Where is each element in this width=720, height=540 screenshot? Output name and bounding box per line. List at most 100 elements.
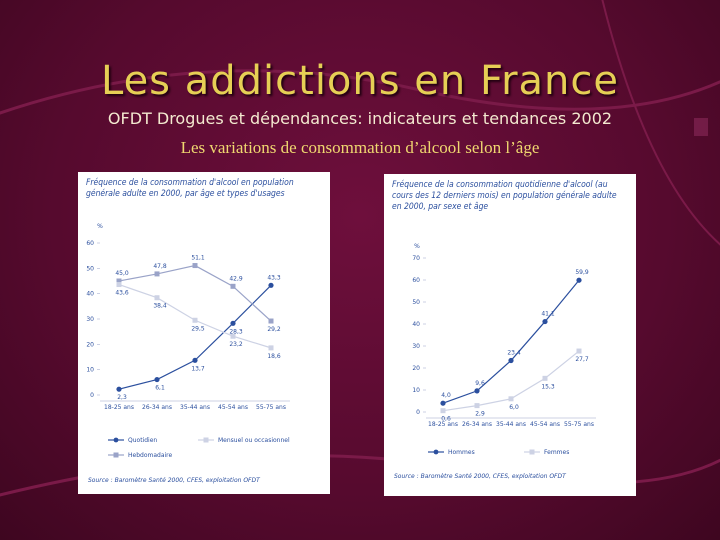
x-tick-label: 18-25 ans — [104, 404, 134, 411]
y-tick-label: 60 — [86, 240, 94, 247]
data-point — [230, 320, 236, 326]
source-note: Source : Baromètre Santé 2000, CFES, exp… — [88, 477, 261, 484]
legend-label: Hebdomadaire — [128, 452, 173, 459]
legend-marker — [433, 449, 439, 455]
data-point — [154, 295, 160, 301]
x-tick-label: 35-44 ans — [496, 421, 526, 428]
y-tick-label: 0 — [90, 392, 94, 399]
chart: % 0 10 20 30 40 50 60 18-25 ans 26-34 ans 35-44 an… — [86, 223, 290, 484]
data-point — [116, 282, 122, 288]
value-label: 0,6 — [441, 416, 451, 423]
value-label: 43,3 — [267, 274, 281, 281]
data-point — [230, 333, 236, 339]
y-axis-label: % — [414, 243, 420, 250]
value-label: 29,5 — [191, 325, 205, 332]
data-point — [440, 408, 446, 414]
value-label: 4,0 — [441, 392, 451, 399]
x-tick-label: 35-44 ans — [180, 404, 210, 411]
data-point — [576, 277, 582, 283]
value-label: 23,2 — [229, 341, 243, 348]
x-tick-label: 18-25 ans — [428, 421, 458, 428]
y-tick-label: 20 — [412, 365, 420, 372]
y-tick-label: 60 — [412, 277, 420, 284]
x-tick-label: 45-54 ans — [218, 404, 248, 411]
data-point — [192, 317, 198, 323]
legend-label: Quotidien — [128, 437, 157, 444]
value-label: 51,1 — [191, 255, 205, 262]
data-point — [154, 376, 160, 383]
y-tick-label: 70 — [412, 255, 420, 262]
value-label: 9,6 — [475, 380, 485, 387]
y-tick-label: 10 — [412, 387, 420, 394]
y-tick-label: 30 — [86, 316, 94, 323]
slide-heading: Les variations de consommation d’alcool … — [180, 138, 540, 157]
value-label: 38,4 — [153, 303, 167, 310]
x-tick-label: 26-34 ans — [142, 404, 172, 411]
y-tick-label: 10 — [86, 367, 94, 374]
data-point — [116, 278, 122, 284]
data-point — [576, 348, 582, 354]
y-tick-label: 40 — [86, 291, 94, 298]
value-label: 2,9 — [475, 411, 485, 418]
x-tick-label: 45-54 ans — [530, 421, 560, 428]
slide-title: Les addictions en France — [100, 58, 619, 104]
value-label: 27,7 — [575, 356, 589, 363]
y-axis-label: % — [97, 223, 103, 230]
value-label: 42,9 — [229, 275, 243, 282]
y-tick-label: 20 — [86, 341, 94, 348]
x-tick-label: 55-75 ans — [564, 421, 594, 428]
value-label: 13,7 — [191, 365, 205, 372]
data-point — [474, 388, 480, 394]
value-label: 6,1 — [155, 385, 165, 392]
value-label: 43,6 — [115, 290, 129, 297]
series-line — [442, 279, 580, 404]
value-label: 28,3 — [229, 328, 243, 335]
chart-panel: Fréquence de la consommation quotidienne… — [384, 174, 636, 496]
x-tick-label: 26-34 ans — [462, 421, 492, 428]
legend-marker — [113, 452, 119, 458]
data-point — [192, 263, 198, 269]
y-tick-label: 0 — [416, 409, 420, 416]
value-label: 59,9 — [575, 269, 589, 276]
data-point — [508, 396, 514, 402]
chart-title: Fréquence de la consommation quotidienne… — [392, 180, 617, 212]
y-tick-label: 30 — [412, 343, 420, 350]
series-line — [118, 264, 272, 322]
chart-title: Fréquence de la consommation d'alcool en… — [86, 178, 294, 199]
series-line — [118, 283, 272, 349]
x-tick-label: 55-75 ans — [256, 404, 286, 411]
slide-subtitle: OFDT Drogues et dépendances: indicateurs… — [107, 109, 613, 128]
value-label: 47,8 — [153, 263, 167, 270]
data-point — [542, 318, 548, 325]
y-tick-label: 50 — [412, 299, 420, 306]
data-point — [230, 283, 236, 289]
value-label: 45,0 — [115, 270, 129, 277]
legend-label: Femmes — [544, 449, 569, 456]
legend-marker — [529, 449, 535, 455]
data-point — [268, 318, 274, 324]
data-point — [440, 400, 446, 406]
data-point — [192, 357, 198, 363]
data-point — [268, 282, 274, 288]
data-point — [474, 403, 480, 409]
value-label: 6,0 — [509, 404, 519, 411]
value-label: 23,4 — [507, 350, 521, 357]
value-label: 41,1 — [541, 311, 555, 318]
source-note: Source : Baromètre Santé 2000, CFES, exp… — [394, 473, 567, 480]
value-label: 29,2 — [267, 326, 281, 333]
legend-label: Hommes — [448, 449, 475, 456]
legend-label: Mensuel ou occasionnel — [218, 437, 290, 444]
legend-marker — [113, 437, 119, 443]
chart-panel: Fréquence de la consommation d'alcool en… — [78, 172, 330, 494]
chart: % 0 10 20 30 40 50 60 70 18-25 ans 26-34 ans 35-44 … — [394, 243, 596, 480]
value-label: 15,3 — [541, 383, 555, 390]
value-label: 2,3 — [117, 394, 127, 401]
value-label: 18,6 — [267, 353, 281, 360]
legend-marker — [203, 437, 209, 443]
data-point — [268, 345, 274, 351]
data-point — [154, 271, 160, 277]
y-tick-label: 50 — [86, 265, 94, 272]
data-point — [116, 386, 122, 392]
data-point — [542, 375, 548, 381]
